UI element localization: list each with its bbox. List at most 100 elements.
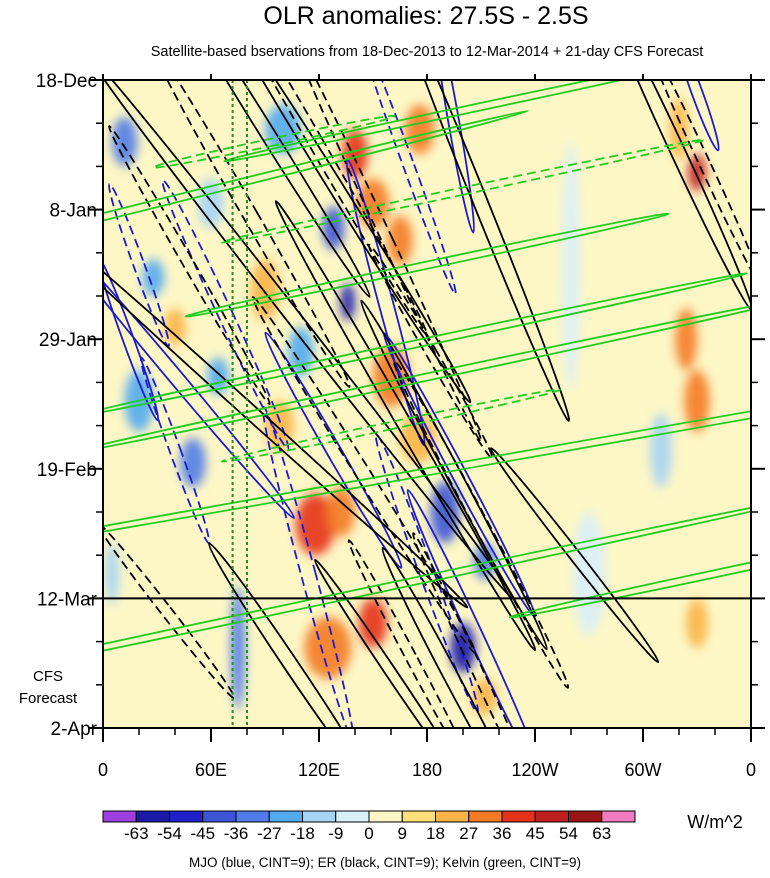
- mjo-contour: [262, 405, 355, 728]
- mjo-contour: [674, 80, 720, 152]
- kelvin-contour: [103, 331, 751, 570]
- colorbar-label: -45: [190, 824, 215, 843]
- colorbar-label: 45: [526, 824, 545, 843]
- kelvin-contour: [152, 114, 396, 169]
- colorbar-label: 0: [364, 824, 373, 843]
- er-contour: [604, 80, 751, 312]
- kelvin-contour: [103, 272, 748, 419]
- er-contour: [367, 243, 494, 460]
- er-contour: [381, 546, 523, 728]
- colorbar-label: -9: [328, 824, 343, 843]
- y-tick-label: 19-Feb: [37, 460, 97, 481]
- er-contour: [220, 80, 472, 404]
- colorbar-swatch: [268, 810, 303, 823]
- y-tick-label: 8-Jan: [49, 201, 97, 222]
- anomaly-blob: [180, 437, 206, 488]
- axes: 0 60E 120E 180 120W 60W 0 18-Dec 8-Jan 29-Jan 19-F…: [36, 71, 765, 780]
- colorbar-swatch: [335, 810, 370, 823]
- colorbar: -63 -54 -45 -36 -27 -18 -9 0 9 18 27 36 45 54 63: [102, 810, 636, 843]
- mjo-contour: [264, 331, 403, 569]
- kelvin-contour: [103, 494, 751, 703]
- colorbar-swatch: [601, 810, 636, 823]
- colorbar-label: 9: [398, 824, 407, 843]
- colorbar-swatch: [435, 810, 470, 823]
- er-contour: [159, 80, 371, 298]
- reference-lines: [231, 80, 248, 728]
- x-tick-label: 0: [98, 760, 108, 780]
- mjo-contour: [103, 257, 160, 422]
- x-tick-label: 60W: [624, 760, 661, 780]
- anomaly-blob: [572, 512, 606, 636]
- colorbar-swatch: [401, 810, 436, 823]
- colorbar-swatch: [135, 810, 170, 823]
- anomaly-blob: [230, 586, 246, 710]
- anomaly-blob: [342, 129, 368, 179]
- y-tick-label: 12-Mar: [37, 589, 98, 610]
- colorbar-label: 63: [592, 824, 611, 843]
- kelvin-contour: [103, 298, 751, 455]
- kelvin-contour: [508, 529, 751, 619]
- anomaly-blob: [562, 141, 580, 389]
- anomaly-blob: [250, 258, 280, 321]
- colorbar-swatch: [534, 810, 569, 823]
- anomaly-blob: [304, 616, 352, 679]
- anomaly-blob: [684, 370, 710, 432]
- chart-title: OLR anomalies: 27.5S - 2.5S: [263, 2, 588, 30]
- colorbar-label: -27: [257, 824, 282, 843]
- colorbar-units: W/m^2: [687, 812, 742, 832]
- colorbar-label: -63: [124, 824, 149, 843]
- x-tick-label: 60E: [195, 760, 227, 780]
- colorbar-label: 36: [493, 824, 512, 843]
- anomaly-blob: [405, 104, 435, 155]
- mjo-contour: [161, 179, 290, 450]
- x-tick-label: 120W: [511, 760, 558, 780]
- x-tick-label: 0: [746, 760, 756, 780]
- anomaly-blob: [112, 117, 138, 167]
- er-contour: [647, 80, 751, 291]
- colorbar-swatch: [202, 810, 237, 823]
- x-tick-label: 120E: [298, 760, 340, 780]
- colorbar-label: 54: [559, 824, 578, 843]
- colorbar-label: -18: [290, 824, 315, 843]
- colorbar-swatch: [235, 810, 270, 823]
- mjo-contour: [433, 80, 475, 234]
- er-contour: [274, 200, 537, 652]
- colorbar-label: -36: [224, 824, 249, 843]
- chart-subtitle: Satellite-based bservations from 18-Dec-…: [151, 44, 703, 60]
- kelvin-contour: [223, 80, 751, 163]
- er-contour: [392, 359, 570, 689]
- forecast-label-line1: CFS: [33, 668, 63, 685]
- anomaly-blob: [207, 357, 229, 395]
- anomaly-blob: [104, 542, 120, 605]
- mjo-contour: [103, 233, 296, 520]
- anomaly-blob: [142, 258, 165, 296]
- anomaly-blob: [198, 178, 224, 229]
- colorbar-swatch: [368, 810, 403, 823]
- wave-contours: [103, 80, 751, 728]
- kelvin-contour: [184, 212, 670, 318]
- kelvin-contour: [220, 138, 706, 244]
- er-contour: [347, 539, 478, 728]
- anomaly-blob: [650, 413, 672, 488]
- er-contour: [314, 558, 468, 728]
- contour-legend: MJO (blue, CINT=9); ER (black, CINT=9); …: [189, 855, 581, 870]
- anomaly-blob: [387, 215, 413, 266]
- colorbar-swatch: [102, 810, 137, 823]
- forecast-label-line2: Forecast: [19, 690, 78, 707]
- y-tick-label: 29-Jan: [39, 330, 97, 351]
- colorbar-swatch: [468, 810, 503, 823]
- colorbar-label: 18: [426, 824, 445, 843]
- kelvin-contour: [103, 109, 530, 297]
- er-contour: [391, 80, 571, 422]
- anomaly-blob: [340, 283, 355, 321]
- mjo-contour: [406, 489, 545, 728]
- anomaly-blob: [686, 598, 708, 648]
- anomaly-blob: [688, 154, 706, 192]
- colorbar-swatch: [568, 810, 603, 823]
- mjo-contour: [361, 80, 457, 295]
- colorbar-swatch: [302, 810, 337, 823]
- colorbar-label: -54: [157, 824, 182, 843]
- anomaly-blob: [326, 487, 355, 537]
- er-contour: [150, 80, 351, 388]
